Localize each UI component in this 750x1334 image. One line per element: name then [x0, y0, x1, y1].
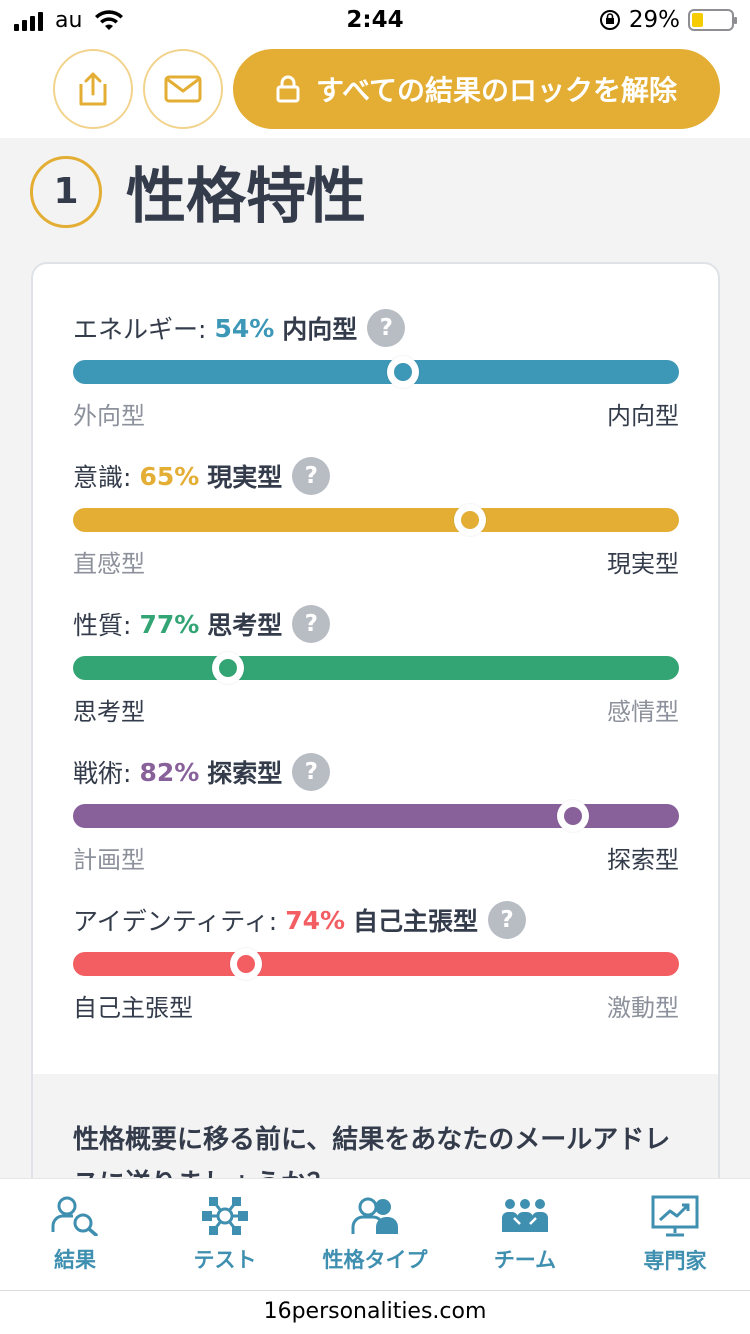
traits-card: エネルギー: 54% 内向型? 外向型 内向型 意識: 65% 現実型? 直感型 現実型 性質: 77…	[31, 262, 720, 1262]
trait-left-label: 自己主張型	[73, 994, 193, 1022]
trait-percent: 82%	[139, 757, 200, 787]
trait-endpoints: 直感型 現実型	[73, 544, 679, 579]
trait-right-label: 感情型	[607, 698, 679, 726]
trait-bar	[73, 948, 679, 980]
nav-item-test[interactable]: テスト	[150, 1179, 300, 1291]
trait-left-label: 直感型	[73, 550, 145, 578]
trait-category: 性質:	[73, 611, 132, 640]
unlock-label: すべての結果のロックを解除	[316, 74, 677, 107]
trait-row: 性質: 77% 思考型? 思考型 感情型	[73, 604, 679, 727]
section-heading: 1 性格特性	[30, 148, 366, 235]
nav-label: テスト	[193, 1248, 257, 1272]
battery-percent: 29%	[628, 7, 680, 33]
help-icon[interactable]: ?	[292, 457, 331, 495]
carrier-label: au	[55, 8, 83, 33]
test-network-icon	[202, 1197, 248, 1235]
help-icon[interactable]: ?	[367, 309, 406, 347]
help-icon[interactable]: ?	[292, 753, 331, 791]
wifi-icon	[95, 9, 124, 30]
trait-bar	[73, 800, 679, 832]
trait-percent: 77%	[139, 609, 200, 639]
mail-icon	[164, 75, 202, 103]
trait-type: 内向型	[282, 315, 358, 344]
trait-label: アイデンティティ: 74% 自己主張型?	[73, 900, 679, 940]
lock-icon	[276, 75, 300, 103]
trait-left-label: 外向型	[73, 402, 145, 430]
personality-types-icon	[351, 1197, 398, 1234]
trait-left-label: 計画型	[73, 846, 145, 874]
trait-label: エネルギー: 54% 内向型?	[73, 308, 679, 348]
trait-bar	[73, 504, 679, 536]
trait-percent: 65%	[139, 461, 200, 491]
section-title: 性格特性	[126, 162, 366, 232]
trait-knob	[387, 356, 420, 388]
share-icon	[79, 72, 107, 106]
email-button[interactable]	[143, 49, 223, 129]
trait-bar	[73, 356, 679, 388]
trait-percent: 54%	[214, 313, 275, 343]
trait-type: 探索型	[207, 759, 283, 788]
clock: 2:44	[346, 7, 404, 33]
nav-label: 専門家	[643, 1249, 707, 1273]
trait-label: 性質: 77% 思考型?	[73, 604, 679, 644]
trait-type: 思考型	[207, 611, 283, 640]
trait-bar	[73, 652, 679, 684]
results-search-icon	[51, 1196, 98, 1236]
trait-knob	[453, 504, 486, 536]
bottom-navigation: 結果 テスト 性格タイプ	[0, 1178, 750, 1290]
status-bar: au 2:44 29%	[0, 0, 750, 42]
nav-item-team[interactable]: チーム	[450, 1179, 600, 1291]
trait-category: アイデンティティ:	[73, 907, 278, 936]
url-bar[interactable]: 16personalities.com	[0, 1290, 750, 1334]
trait-label: 意識: 65% 現実型?	[73, 456, 679, 496]
trait-left-label: 思考型	[73, 698, 145, 726]
trait-percent: 74%	[285, 905, 346, 935]
trait-type: 現実型	[207, 463, 283, 492]
trait-row: 意識: 65% 現実型? 直感型 現実型	[73, 456, 679, 579]
trait-row: アイデンティティ: 74% 自己主張型? 自己主張型 激動型	[73, 900, 679, 1023]
team-icon	[502, 1199, 548, 1232]
trait-right-label: 内向型	[607, 402, 679, 430]
trait-label: 戦術: 82% 探索型?	[73, 752, 679, 792]
trait-row: 戦術: 82% 探索型? 計画型 探索型	[73, 752, 679, 875]
nav-item-personality-types[interactable]: 性格タイプ	[300, 1179, 450, 1291]
nav-label: 性格タイプ	[322, 1248, 428, 1272]
section-number: 1	[30, 155, 102, 228]
battery-icon	[688, 9, 737, 31]
help-icon[interactable]: ?	[292, 605, 331, 643]
trait-right-label: 探索型	[607, 846, 679, 874]
trait-type: 自己主張型	[353, 907, 479, 936]
trait-endpoints: 計画型 探索型	[73, 840, 679, 875]
trait-category: 戦術:	[73, 759, 132, 788]
help-icon[interactable]: ?	[488, 901, 527, 939]
trait-endpoints: 思考型 感情型	[73, 692, 679, 727]
trait-endpoints: 外向型 内向型	[73, 396, 679, 431]
share-button[interactable]	[53, 49, 133, 129]
action-bar: すべての結果のロックを解除	[0, 42, 750, 138]
nav-item-experts[interactable]: 専門家	[600, 1179, 750, 1291]
nav-label: 結果	[54, 1248, 96, 1272]
expert-presentation-icon	[651, 1195, 699, 1237]
nav-item-results[interactable]: 結果	[0, 1179, 150, 1291]
trait-right-label: 現実型	[607, 550, 679, 578]
trait-knob	[556, 800, 589, 832]
trait-endpoints: 自己主張型 激動型	[73, 988, 679, 1023]
unlock-all-results-button[interactable]: すべての結果のロックを解除	[233, 49, 720, 129]
nav-label: チーム	[493, 1248, 557, 1272]
trait-knob	[211, 652, 244, 684]
signal-icon	[14, 11, 43, 31]
trait-right-label: 激動型	[607, 994, 679, 1022]
rotation-lock-icon	[599, 10, 620, 30]
trait-knob	[229, 948, 262, 980]
trait-category: 意識:	[73, 463, 132, 492]
trait-row: エネルギー: 54% 内向型? 外向型 内向型	[73, 308, 679, 431]
trait-category: エネルギー:	[73, 315, 207, 344]
